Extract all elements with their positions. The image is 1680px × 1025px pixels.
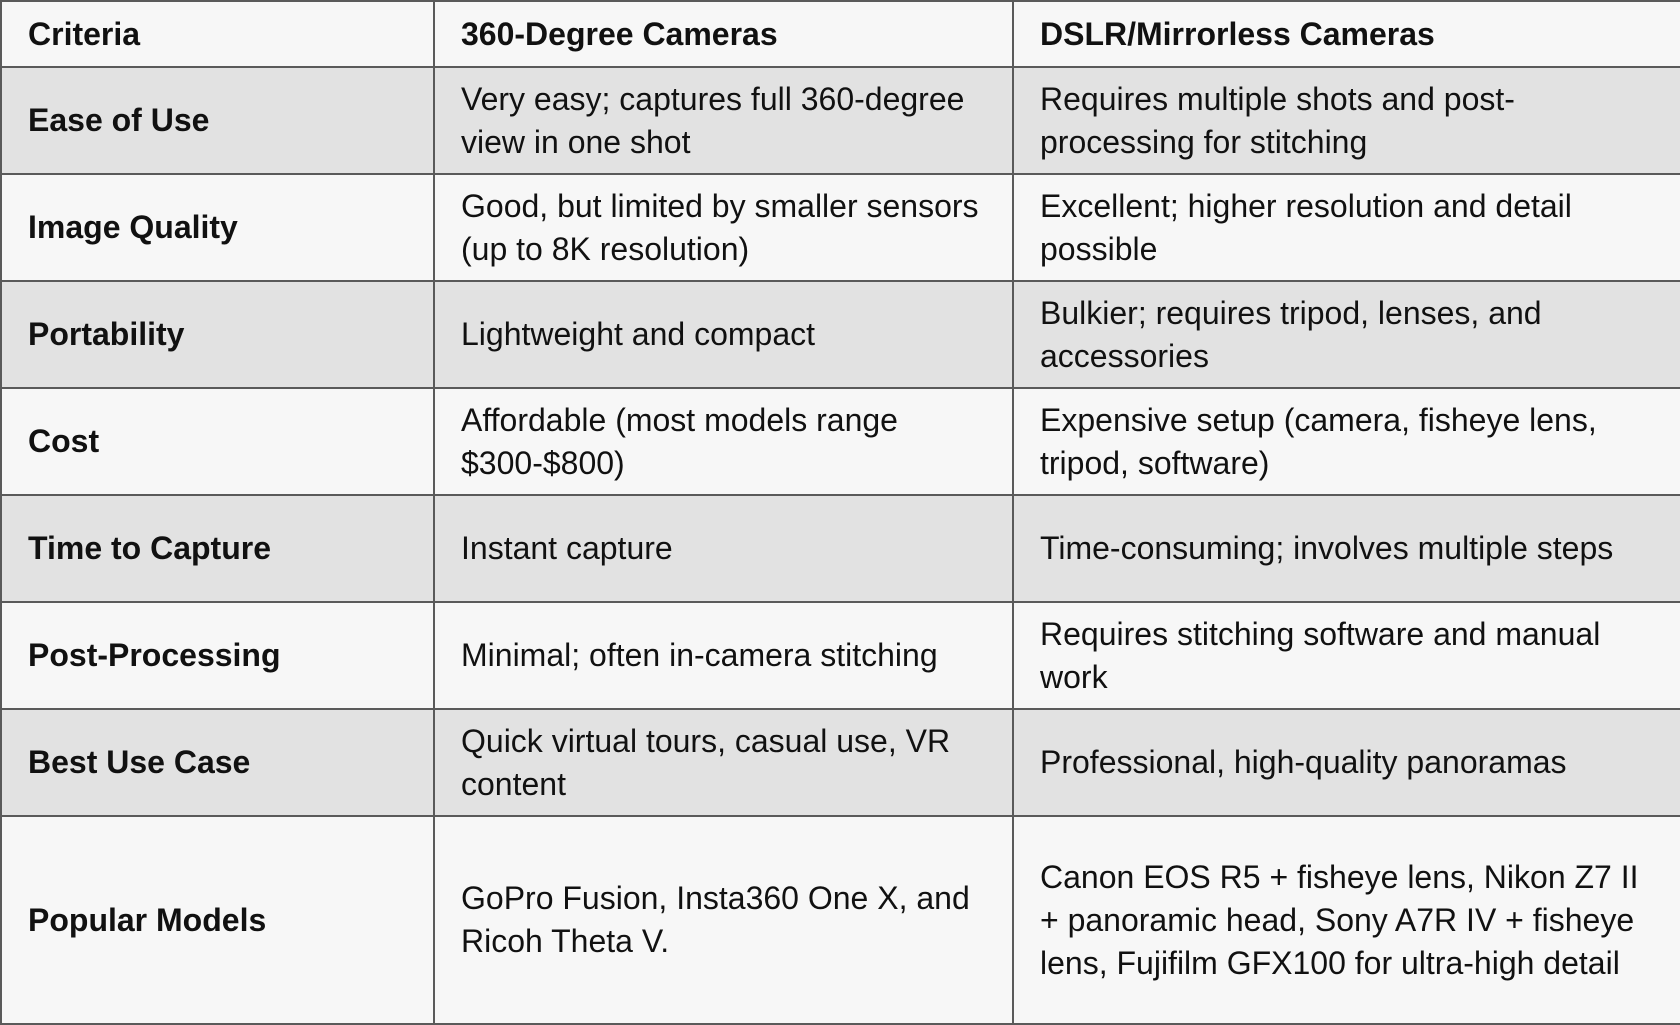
- table-row: Portability Lightweight and compact Bulk…: [0, 280, 1680, 389]
- criteria-cell: Ease of Use: [0, 66, 435, 175]
- criteria-cell: Cost: [0, 387, 435, 496]
- header-row: Criteria 360-Degree Cameras DSLR/Mirrorl…: [0, 0, 1680, 68]
- dslr-cell: Excellent; higher resolution and detail …: [1012, 173, 1680, 282]
- dslr-cell: Bulkier; requires tripod, lenses, and ac…: [1012, 280, 1680, 389]
- header-360-cameras: 360-Degree Cameras: [433, 0, 1014, 68]
- dslr-cell: Expensive setup (camera, fisheye lens, t…: [1012, 387, 1680, 496]
- dslr-cell: Requires multiple shots and post-process…: [1012, 66, 1680, 175]
- dslr-cell: Requires stitching software and manual w…: [1012, 601, 1680, 710]
- cam360-cell: Good, but limited by smaller sensors (up…: [433, 173, 1014, 282]
- table-row: Image Quality Good, but limited by small…: [0, 173, 1680, 282]
- header-criteria: Criteria: [0, 0, 435, 68]
- criteria-cell: Portability: [0, 280, 435, 389]
- cam360-cell: Minimal; often in-camera stitching: [433, 601, 1014, 710]
- cam360-cell: Affordable (most models range $300-$800): [433, 387, 1014, 496]
- cam360-cell: GoPro Fusion, Insta360 One X, and Ricoh …: [433, 815, 1014, 1025]
- cam360-cell: Very easy; captures full 360-degree view…: [433, 66, 1014, 175]
- cam360-cell: Instant capture: [433, 494, 1014, 603]
- table-row: Time to Capture Instant capture Time-con…: [0, 494, 1680, 603]
- criteria-cell: Time to Capture: [0, 494, 435, 603]
- cam360-cell: Lightweight and compact: [433, 280, 1014, 389]
- criteria-cell: Best Use Case: [0, 708, 435, 817]
- criteria-cell: Image Quality: [0, 173, 435, 282]
- criteria-cell: Post-Processing: [0, 601, 435, 710]
- table-row: Popular Models GoPro Fusion, Insta360 On…: [0, 815, 1680, 1025]
- dslr-cell: Canon EOS R5 + fisheye lens, Nikon Z7 II…: [1012, 815, 1680, 1025]
- cam360-cell: Quick virtual tours, casual use, VR cont…: [433, 708, 1014, 817]
- header-dslr-cameras: DSLR/Mirrorless Cameras: [1012, 0, 1680, 68]
- table-row: Best Use Case Quick virtual tours, casua…: [0, 708, 1680, 817]
- dslr-cell: Time-consuming; involves multiple steps: [1012, 494, 1680, 603]
- table-row: Post-Processing Minimal; often in-camera…: [0, 601, 1680, 710]
- table-row: Ease of Use Very easy; captures full 360…: [0, 66, 1680, 175]
- dslr-cell: Professional, high-quality panoramas: [1012, 708, 1680, 817]
- criteria-cell: Popular Models: [0, 815, 435, 1025]
- table-row: Cost Affordable (most models range $300-…: [0, 387, 1680, 496]
